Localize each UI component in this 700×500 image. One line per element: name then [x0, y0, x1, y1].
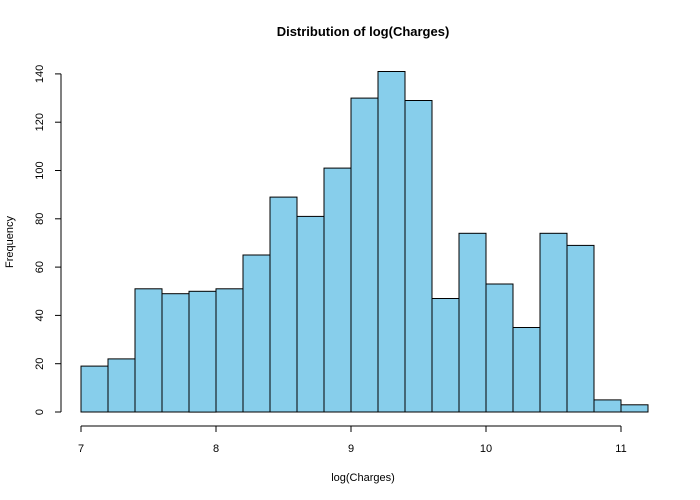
histogram-bar	[107, 358, 136, 413]
x-axis: 7 8 9 10 11	[78, 425, 627, 455]
histogram-bar	[377, 71, 406, 413]
histogram-bar	[566, 244, 595, 413]
y-tick-label: 100	[34, 161, 46, 179]
histogram-bar	[512, 327, 541, 413]
histogram-bar	[485, 283, 514, 413]
histogram-bar	[188, 290, 217, 413]
histogram-bar	[404, 100, 433, 413]
histogram-bar	[458, 232, 487, 413]
y-tick-label: 120	[34, 113, 46, 131]
histogram-bar	[296, 215, 325, 413]
x-tick-label: 10	[480, 443, 492, 455]
histogram-bar	[350, 97, 379, 413]
histogram-bar	[242, 254, 271, 413]
y-axis: 0 20 40 60 80 100 120 140	[34, 65, 62, 415]
histogram-bar	[323, 167, 352, 413]
bars-group	[80, 71, 649, 413]
x-axis-label: log(Charges)	[331, 472, 395, 484]
x-tick-label: 8	[213, 443, 219, 455]
histogram-bar	[215, 288, 244, 413]
y-tick-label: 40	[34, 309, 46, 321]
y-axis-label: Frequency	[4, 216, 16, 268]
y-tick-label: 80	[34, 213, 46, 225]
histogram-bar	[161, 293, 190, 413]
y-tick-label: 60	[34, 261, 46, 273]
y-tick-label: 20	[34, 358, 46, 370]
histogram-bar	[593, 399, 622, 413]
histogram-bar	[80, 365, 109, 413]
histogram-bar	[431, 298, 460, 413]
histogram-bar	[269, 196, 298, 413]
histogram-bar	[539, 232, 568, 413]
y-tick-label: 0	[34, 409, 46, 415]
y-tick-label: 140	[34, 65, 46, 83]
histogram-bar	[134, 288, 163, 413]
chart-title: Distribution of log(Charges)	[277, 24, 450, 39]
x-tick-label: 9	[348, 443, 354, 455]
x-tick-label: 11	[615, 443, 626, 455]
x-tick-label: 7	[78, 443, 84, 455]
histogram-bar	[620, 404, 649, 413]
